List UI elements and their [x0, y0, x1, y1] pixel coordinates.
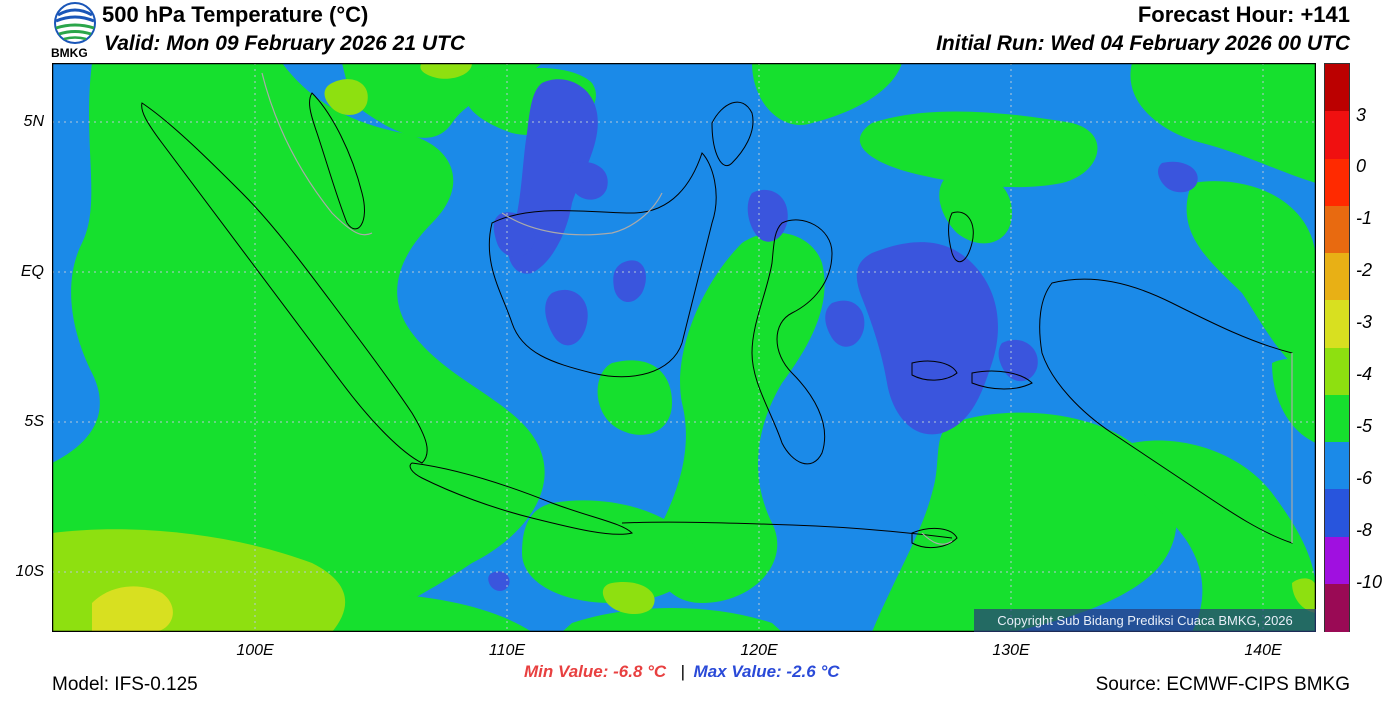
min-max-separator: |	[680, 662, 686, 681]
colorbar-label-minus1: -1	[1356, 208, 1373, 228]
lat-label-10s: 10S	[15, 563, 44, 580]
colorbar-segment	[1325, 347, 1349, 396]
valid-time: Valid: Mon 09 February 2026 21 UTC	[104, 32, 466, 55]
colorbar-segment	[1325, 300, 1349, 348]
map-gridlines	[52, 63, 1316, 632]
field-yellow-bands	[92, 586, 173, 632]
colorbar-label-minus10: -10	[1356, 572, 1383, 592]
colorbar-segment	[1325, 394, 1349, 443]
lat-label-5n: 5N	[23, 113, 44, 130]
colorbar-segment	[1325, 489, 1349, 537]
colorbar-segment	[1325, 111, 1349, 159]
source-label: Source: ECMWF-CIPS BMKG	[1095, 674, 1350, 695]
colorbar-label-minus2: -2	[1356, 260, 1373, 280]
map-canvas	[51, 62, 1317, 633]
logo-text: BMKG	[51, 46, 88, 60]
lat-label-5s: 5S	[24, 413, 44, 430]
colorbar-segment	[1325, 442, 1349, 490]
copyright-notice: Copyright Sub Bidang Prediksi Cuaca BMKG…	[974, 609, 1316, 632]
colorbar-label-minus8: -8	[1356, 520, 1373, 540]
field-green-bands	[52, 63, 1316, 632]
colorbar	[1324, 63, 1350, 632]
colorbar-label-minus3: -3	[1356, 312, 1373, 332]
model-label: Model: IFS-0.125	[52, 674, 198, 695]
initial-run: Initial Run: Wed 04 February 2026 00 UTC	[936, 32, 1350, 55]
colorbar-segment	[1325, 205, 1349, 254]
map-title: 500 hPa Temperature (°C)	[102, 2, 369, 27]
lat-label-eq: EQ	[20, 263, 44, 280]
map-frame	[51, 62, 1317, 633]
max-value: Max Value: -2.6 °C	[693, 662, 840, 681]
coastlines	[141, 92, 1293, 549]
lon-label-100e: 100E	[236, 642, 274, 659]
colorbar-segment	[1325, 158, 1349, 207]
colorbar-label-minus5: -5	[1356, 416, 1373, 436]
bmkg-logo: BMKG	[50, 1, 100, 61]
min-max-values: Min Value: -6.8 °C | Max Value: -2.6 °C	[524, 662, 840, 682]
temperature-map	[51, 62, 1317, 633]
lon-label-140e: 140E	[1244, 642, 1282, 659]
lon-label-110e: 110E	[488, 642, 526, 659]
lon-label-120e: 120E	[740, 642, 778, 659]
colorbar-segment	[1325, 64, 1349, 112]
colorbar-label-minus4: -4	[1356, 364, 1373, 384]
bmkg-logo-icon	[54, 2, 96, 44]
colorbar-segment	[1325, 253, 1349, 301]
min-value: Min Value: -6.8 °C	[524, 662, 667, 681]
colorbar-label-3: 3	[1356, 105, 1367, 125]
field-darkblue-bands	[488, 79, 1198, 591]
colorbar-segment	[1325, 536, 1349, 585]
colorbar-segment	[1325, 583, 1349, 632]
colorbar-label-0: 0	[1356, 156, 1367, 176]
colorbar-label-minus6: -6	[1356, 468, 1373, 488]
country-borders	[261, 72, 1293, 545]
forecast-hour: Forecast Hour: +141	[1137, 2, 1350, 27]
lon-label-130e: 130E	[992, 642, 1030, 659]
